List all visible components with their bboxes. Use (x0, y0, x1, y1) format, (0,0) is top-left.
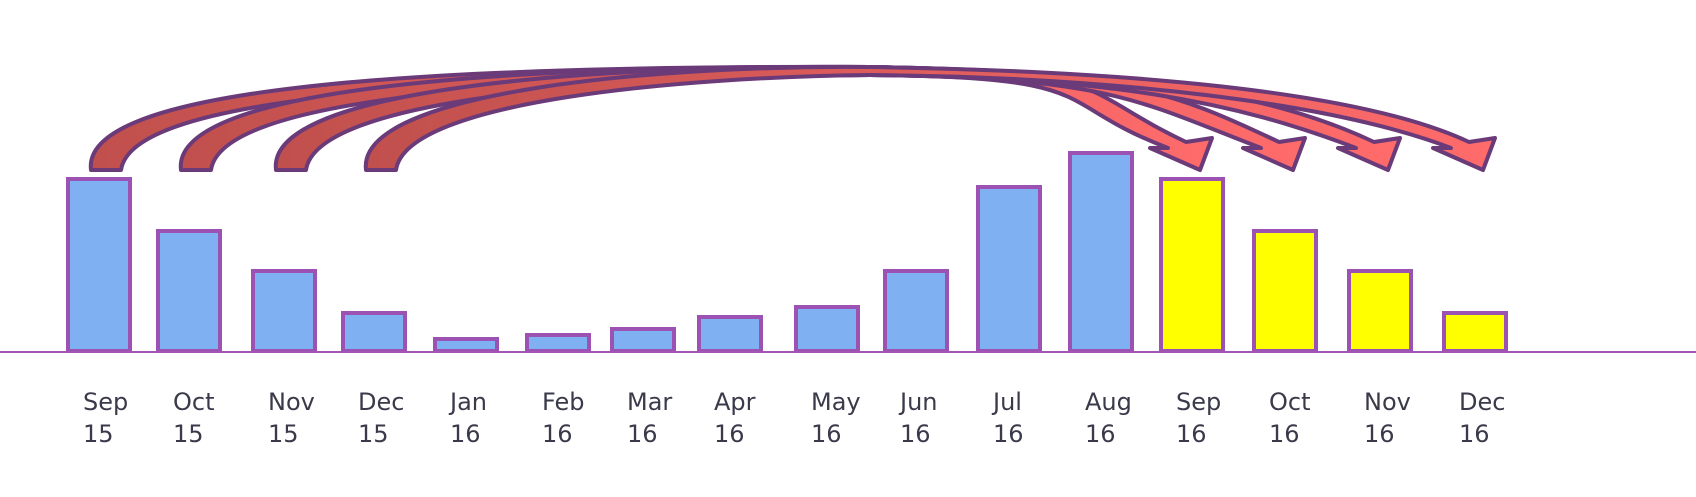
tick-month: Apr (714, 388, 756, 416)
tick-month: May (811, 388, 861, 416)
x-tick-label: May 16 (811, 388, 861, 448)
arrows-layer (88, 64, 1497, 172)
tick-year: 16 (627, 420, 658, 448)
x-tick-label: Jul 16 (991, 388, 1024, 448)
tick-year: 15 (173, 420, 204, 448)
curved-arrow-4 (363, 64, 1497, 172)
bar-may-16 (794, 305, 860, 353)
tick-year: 15 (358, 420, 389, 448)
x-tick-label: Mar 16 (627, 388, 672, 448)
x-tick-label: Dec 16 (1459, 388, 1505, 448)
tick-month: Nov (268, 388, 315, 416)
bar-jun-16 (883, 269, 949, 353)
x-tick-label: Dec 15 (358, 388, 404, 448)
tick-month: Oct (173, 388, 215, 416)
tick-month: Aug (1085, 388, 1132, 416)
x-tick-label: Jun 16 (898, 388, 938, 448)
x-tick-label: Aug 16 (1085, 388, 1132, 448)
x-tick-label: Nov 16 (1364, 388, 1411, 448)
projected-bar-sep-16 (1159, 177, 1225, 353)
bar-jan-16 (433, 337, 499, 353)
x-tick-label: Nov 15 (268, 388, 315, 448)
x-tick-label: Apr 16 (714, 388, 756, 448)
bar-mar-16 (610, 327, 676, 353)
tick-year: 16 (900, 420, 931, 448)
tick-month: Dec (1459, 388, 1505, 416)
tick-year: 16 (1459, 420, 1490, 448)
tick-month: Jun (898, 388, 938, 416)
bar-oct-15 (156, 229, 222, 353)
bars-layer (66, 151, 1508, 353)
tick-month: Oct (1269, 388, 1311, 416)
tick-year: 16 (1364, 420, 1395, 448)
tick-year: 16 (450, 420, 481, 448)
projected-bar-dec-16 (1442, 311, 1508, 353)
tick-year: 15 (268, 420, 299, 448)
bar-dec-15 (341, 311, 407, 353)
tick-year: 16 (1085, 420, 1116, 448)
bar-nov-15 (251, 269, 317, 353)
tick-year: 16 (542, 420, 573, 448)
tick-month: Sep (83, 388, 128, 416)
bar-aug-16 (1068, 151, 1134, 353)
tick-month: Mar (627, 388, 672, 416)
x-tick-label: Feb 16 (542, 388, 585, 448)
tick-month: Nov (1364, 388, 1411, 416)
tick-year: 16 (993, 420, 1024, 448)
projected-bar-oct-16 (1252, 229, 1318, 353)
x-tick-labels: Sep 15 Oct 15 Nov 15 Dec 15 Jan 16 Feb 16 Mar 16 Apr 16… (83, 388, 1505, 448)
tick-month: Jul (991, 388, 1022, 416)
bar-jul-16 (976, 185, 1042, 353)
tick-month: Jan (448, 388, 487, 416)
x-tick-label: Sep 15 (83, 388, 128, 448)
tick-month: Dec (358, 388, 404, 416)
tick-year: 16 (1176, 420, 1207, 448)
tick-year: 16 (1269, 420, 1300, 448)
tick-year: 16 (811, 420, 842, 448)
bar-feb-16 (525, 333, 591, 353)
bar-apr-16 (697, 315, 763, 353)
tick-year: 15 (83, 420, 114, 448)
x-tick-label: Jan 16 (448, 388, 487, 448)
projected-bar-nov-16 (1347, 269, 1413, 353)
bar-sep-15 (66, 177, 132, 353)
x-tick-label: Oct 16 (1269, 388, 1311, 448)
tick-year: 16 (714, 420, 745, 448)
x-tick-label: Oct 15 (173, 388, 215, 448)
tick-month: Sep (1176, 388, 1221, 416)
tick-month: Feb (542, 388, 585, 416)
x-tick-label: Sep 16 (1176, 388, 1221, 448)
